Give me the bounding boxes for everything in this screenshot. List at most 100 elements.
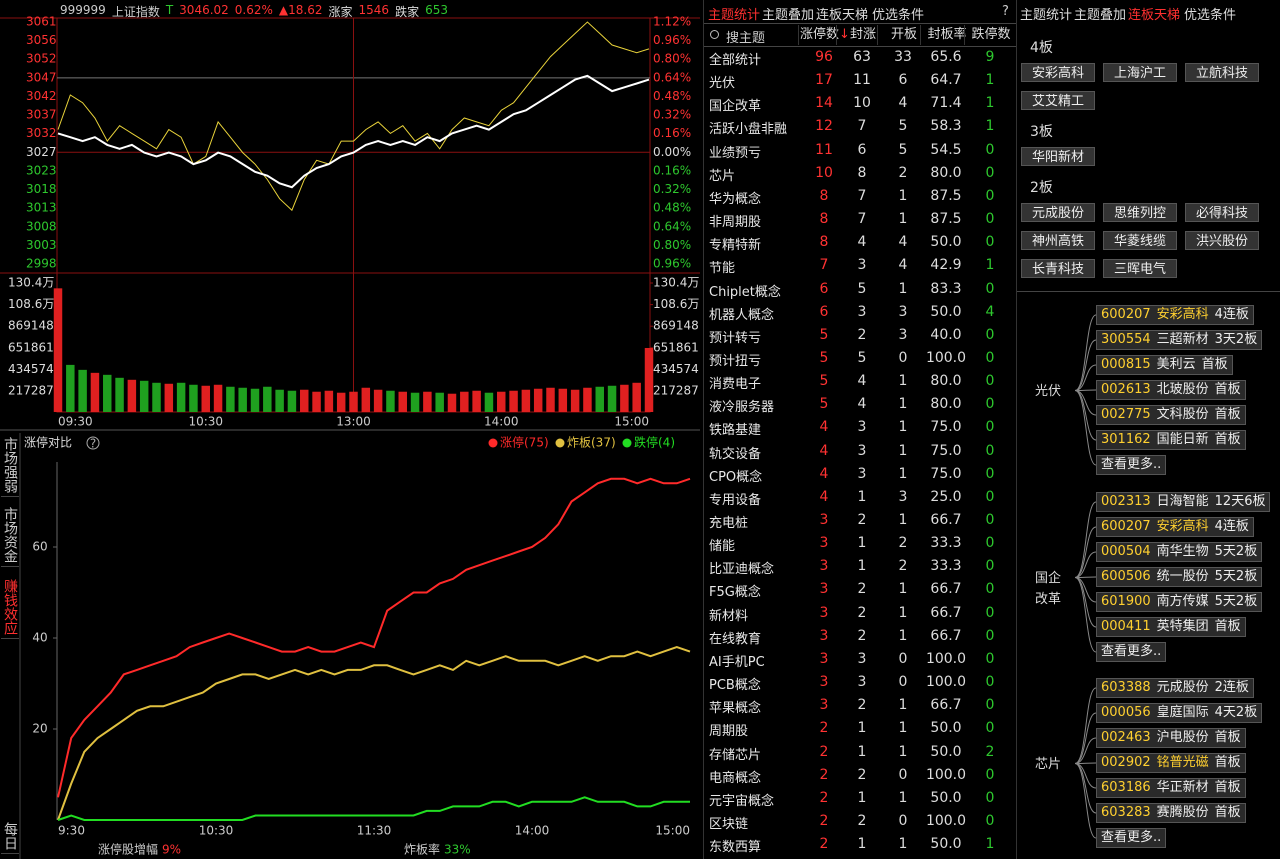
theme-name[interactable]: 区块链 bbox=[709, 816, 749, 832]
theme-name[interactable]: 比亚迪概念 bbox=[709, 562, 775, 578]
stock-name: 安彩高科 bbox=[1156, 519, 1209, 534]
stock-button[interactable]: 必得科技 bbox=[1185, 203, 1259, 222]
stock-item[interactable]: 603283 赛腾股份 首板 bbox=[1096, 803, 1246, 823]
stock-button[interactable]: 安彩高科 bbox=[1021, 63, 1095, 82]
theme-name[interactable]: 周期股 bbox=[709, 724, 749, 740]
theme-name[interactable]: 芯片 bbox=[709, 168, 736, 184]
theme-name[interactable]: 轨交设备 bbox=[709, 446, 762, 462]
stock-button[interactable]: 华阳新材 bbox=[1021, 147, 1095, 166]
theme-name[interactable]: 非周期股 bbox=[709, 215, 762, 231]
stock-button[interactable]: 长青科技 bbox=[1021, 259, 1095, 278]
more-button[interactable]: 查看更多.. bbox=[1096, 828, 1167, 848]
theme-name[interactable]: 机器人概念 bbox=[709, 307, 775, 323]
column-header[interactable]: 封涨 bbox=[836, 25, 889, 45]
header-change: ▲18.62 bbox=[278, 3, 323, 17]
more-button[interactable]: 查看更多.. bbox=[1096, 642, 1167, 662]
theme-name[interactable]: 存储芯片 bbox=[709, 747, 762, 763]
index-line bbox=[57, 21, 650, 212]
stock-item[interactable]: 301162 国能日新 首板 bbox=[1096, 430, 1246, 450]
stock-item[interactable]: 002313 日海智能 12天6板 bbox=[1096, 492, 1271, 512]
theme-name[interactable]: 全部统计 bbox=[709, 53, 762, 68]
theme-name[interactable]: 东数西算 bbox=[709, 840, 762, 856]
stock-button[interactable]: 思维列控 bbox=[1103, 203, 1177, 222]
side-tab[interactable]: 市场强弱 bbox=[1, 437, 19, 497]
side-tab[interactable]: 赚钱效应 bbox=[1, 579, 19, 639]
theme-name[interactable]: 预计扭亏 bbox=[709, 353, 762, 369]
theme-name[interactable]: 新材料 bbox=[709, 608, 749, 624]
stock-item[interactable]: 601900 南方传媒 5天2板 bbox=[1096, 592, 1263, 612]
theme-name[interactable]: AI手机PC bbox=[709, 654, 765, 670]
stock-item[interactable]: 000056 皇庭国际 4天2板 bbox=[1096, 703, 1263, 723]
theme-name[interactable]: 在线教育 bbox=[709, 631, 762, 647]
theme-name[interactable]: 华为概念 bbox=[709, 191, 762, 207]
theme-name[interactable]: Chiplet概念 bbox=[709, 284, 781, 300]
theme-name[interactable]: 活跃小盘非融 bbox=[709, 122, 788, 138]
volume-bar bbox=[250, 388, 260, 412]
stock-button[interactable]: 上海沪工 bbox=[1103, 63, 1177, 82]
stock-button[interactable]: 元成股份 bbox=[1021, 203, 1095, 222]
tab[interactable]: 连板天梯 bbox=[816, 8, 869, 23]
theme-stat: 3 bbox=[857, 674, 867, 691]
tab[interactable]: 优选条件 bbox=[872, 8, 925, 23]
stock-item[interactable]: 002775 文科股份 首板 bbox=[1096, 405, 1246, 425]
stock-item[interactable]: 600207 安彩高科 4连板 bbox=[1096, 517, 1254, 537]
theme-name[interactable]: CPO概念 bbox=[709, 469, 763, 485]
theme-name[interactable]: 业绩预亏 bbox=[709, 145, 762, 161]
theme-name[interactable]: PCB概念 bbox=[709, 678, 761, 694]
stock-button[interactable]: 华菱线缆 bbox=[1103, 231, 1177, 250]
theme-stat: 3 bbox=[857, 465, 867, 482]
stock-item[interactable]: 002613 北玻股份 首板 bbox=[1096, 380, 1246, 400]
theme-name[interactable]: 专用设备 bbox=[709, 492, 762, 508]
stock-button[interactable]: 立航科技 bbox=[1185, 63, 1259, 82]
column-header[interactable]: 封板率 bbox=[920, 25, 973, 45]
theme-stat: 4 bbox=[857, 373, 867, 390]
theme-name[interactable]: 节能 bbox=[709, 261, 736, 277]
stock-item[interactable]: 600207 安彩高科 4连板 bbox=[1096, 305, 1254, 325]
stock-button[interactable]: 神州高铁 bbox=[1021, 231, 1095, 250]
volume-bar bbox=[300, 389, 309, 412]
theme-name[interactable]: 苹果概念 bbox=[709, 701, 762, 717]
tab[interactable]: 主题统计 bbox=[708, 8, 761, 23]
stock-item[interactable]: 300554 三超新材 3天2板 bbox=[1096, 330, 1263, 350]
theme-stat: 0 bbox=[898, 674, 908, 691]
stock-item[interactable]: 000815 美利云 首板 bbox=[1096, 355, 1233, 375]
stock-item[interactable]: 603186 华正新材 首板 bbox=[1096, 778, 1246, 798]
stock-item[interactable]: 603388 元成股份 2连板 bbox=[1096, 678, 1254, 698]
theme-name[interactable]: F5G概念 bbox=[709, 585, 761, 601]
theme-stat: 3 bbox=[819, 581, 829, 598]
theme-name[interactable]: 光伏 bbox=[709, 76, 736, 92]
tab[interactable]: 主题叠加 bbox=[762, 8, 815, 23]
theme-name[interactable]: 铁路基建 bbox=[709, 423, 762, 439]
side-tab[interactable]: 市场资金 bbox=[1, 507, 19, 567]
theme-name[interactable]: 消费电子 bbox=[709, 377, 762, 393]
theme-name[interactable]: 电商概念 bbox=[709, 770, 762, 786]
side-tab[interactable]: 每日 bbox=[1, 822, 19, 854]
theme-name[interactable]: 国企改革 bbox=[709, 99, 762, 115]
stock-button[interactable]: 艾艾精工 bbox=[1021, 91, 1095, 110]
column-header[interactable]: 开板 bbox=[877, 25, 930, 45]
more-button[interactable]: 查看更多.. bbox=[1096, 455, 1167, 475]
stock-button[interactable]: 洪兴股份 bbox=[1185, 231, 1259, 250]
column-header[interactable]: 跌停数 bbox=[964, 25, 1017, 45]
theme-stat: 66.7 bbox=[930, 627, 962, 644]
theme-stat: 2 bbox=[898, 164, 908, 181]
stock-item[interactable]: 002902 铭普光磁 首板 bbox=[1096, 753, 1246, 773]
theme-name[interactable]: 元宇宙概念 bbox=[709, 793, 775, 809]
stock-button[interactable]: 三晖电气 bbox=[1103, 259, 1177, 278]
stock-item[interactable]: 600506 统一股份 5天2板 bbox=[1096, 567, 1263, 587]
tab[interactable]: 优选条件 bbox=[1184, 8, 1237, 23]
tab[interactable]: 连板天梯 bbox=[1128, 8, 1181, 23]
theme-name[interactable]: 储能 bbox=[709, 539, 736, 555]
column-header[interactable]: 涨停数↓ bbox=[798, 25, 851, 45]
stock-item[interactable]: 002463 沪电股份 首板 bbox=[1096, 728, 1246, 748]
search-box[interactable]: 搜主题 bbox=[726, 31, 766, 46]
theme-name[interactable]: 专精特新 bbox=[709, 238, 762, 254]
theme-name[interactable]: 液冷服务器 bbox=[709, 400, 775, 416]
stock-item[interactable]: 000411 英特集团 首板 bbox=[1096, 617, 1246, 637]
tab[interactable]: 主题统计 bbox=[1020, 8, 1073, 23]
stock-item[interactable]: 000504 南华生物 5天2板 bbox=[1096, 542, 1263, 562]
theme-name[interactable]: 充电桩 bbox=[709, 516, 749, 531]
theme-name[interactable]: 预计转亏 bbox=[709, 330, 762, 346]
help-button[interactable]: ? bbox=[1002, 4, 1009, 19]
tab[interactable]: 主题叠加 bbox=[1074, 8, 1127, 23]
